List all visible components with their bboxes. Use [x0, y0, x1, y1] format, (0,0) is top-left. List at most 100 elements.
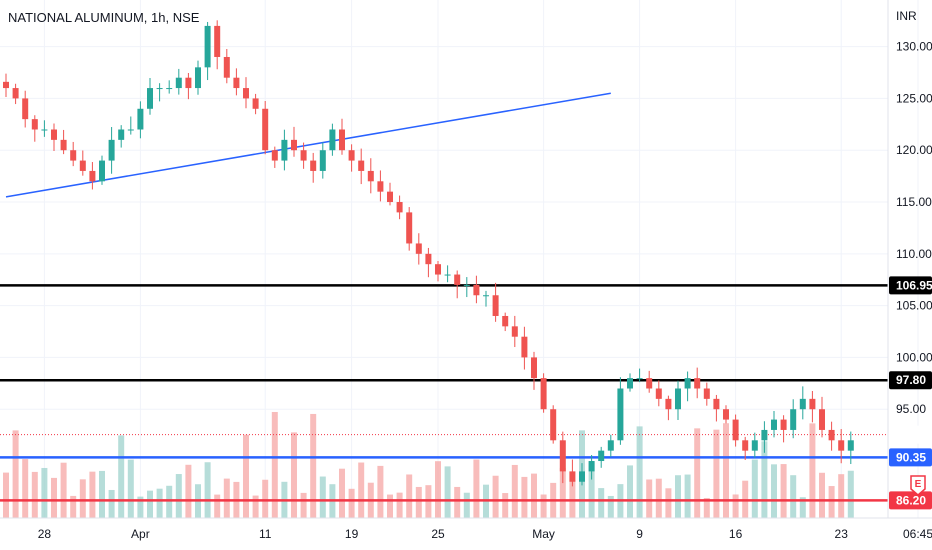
- volume-bar: [540, 494, 547, 518]
- candle-body: [367, 170, 374, 182]
- volume-bar: [415, 486, 422, 518]
- volume-bar: [166, 485, 173, 518]
- candle-body: [127, 129, 134, 131]
- time-tick-label: 23: [835, 527, 849, 541]
- volume-bar: [819, 472, 825, 518]
- candle-body: [406, 212, 413, 244]
- candle-body: [204, 25, 211, 68]
- volume-bar: [319, 476, 326, 518]
- candle-body: [598, 450, 605, 462]
- currency-label: INR: [896, 9, 917, 23]
- price-tick-label: 120.00: [896, 143, 932, 157]
- earnings-label: E: [915, 479, 922, 490]
- volume-bar: [732, 494, 739, 518]
- volume-bar: [531, 473, 537, 518]
- candle-body: [300, 150, 307, 161]
- volume-bar: [22, 459, 29, 518]
- volume-bar: [444, 466, 451, 518]
- volume-bar: [70, 495, 77, 518]
- candle-body: [31, 119, 38, 130]
- volume-bar: [569, 480, 576, 518]
- candle-body: [473, 284, 480, 296]
- trendline-segment[interactable]: [5, 92, 611, 198]
- candle-body: [636, 378, 643, 380]
- volume-bar: [252, 495, 259, 518]
- candle-body: [89, 170, 96, 182]
- horizontal-levels[interactable]: [0, 284, 888, 502]
- price-tick-label: 125.00: [896, 91, 932, 105]
- candle-body: [348, 150, 355, 161]
- price-badges: 106.95 97.80 90.35 86.20 92.55: [889, 276, 932, 510]
- price-badge: [889, 425, 932, 444]
- volume-bar: [310, 413, 317, 518]
- price-badge: [889, 276, 932, 295]
- candle-body: [790, 409, 797, 430]
- candle-body: [569, 471, 576, 482]
- candle-body: [579, 471, 585, 482]
- time-tick-label: 06:45: [903, 527, 932, 541]
- volume-bar: [473, 459, 480, 518]
- candle-body: [828, 429, 835, 441]
- candle-body: [713, 398, 720, 410]
- candle-body: [454, 274, 461, 285]
- volume-bar: [12, 430, 19, 518]
- candle-body: [51, 129, 57, 140]
- volume-bar: [713, 429, 720, 518]
- candle-body: [607, 440, 614, 451]
- candle-body: [732, 419, 739, 441]
- candle-body: [175, 77, 182, 89]
- candle-body: [819, 409, 825, 430]
- volume-bar: [809, 423, 816, 518]
- volume-bar: [751, 459, 758, 518]
- volume-bar: [492, 475, 499, 518]
- trendline[interactable]: [5, 92, 611, 198]
- volume-bar: [838, 474, 845, 518]
- volume-bar: [339, 468, 345, 518]
- volume-bar: [435, 461, 441, 518]
- volume-bar: [147, 490, 153, 518]
- candle-body: [99, 160, 105, 182]
- volume-bar: [502, 493, 509, 518]
- volume-bar: [406, 474, 413, 518]
- volume-bar: [185, 464, 192, 518]
- volume-bar: [828, 486, 835, 518]
- volume-bar: [655, 478, 662, 518]
- candle-body: [684, 378, 691, 389]
- volume-bar: [175, 474, 182, 518]
- candle-body: [780, 419, 787, 430]
- candle-body: [329, 129, 336, 151]
- price-axis[interactable]: 130.00 125.00 120.00 115.00 110.00 105.00 100.…: [896, 40, 932, 417]
- candle-body: [521, 336, 528, 358]
- candle-body: [310, 160, 317, 171]
- volume-bar: [627, 465, 633, 518]
- candle-body: [838, 440, 845, 451]
- candle-body: [723, 409, 729, 420]
- price-tick-label: 110.00: [896, 247, 932, 261]
- earnings-marker[interactable]: E: [910, 475, 926, 496]
- volume-bar: [118, 435, 125, 518]
- volume-bar: [79, 479, 86, 518]
- candle-body: [751, 440, 758, 451]
- candle-body: [137, 108, 144, 130]
- candle-body: [147, 88, 153, 109]
- volume-bar: [51, 477, 57, 518]
- volume-bar: [348, 488, 355, 518]
- volume-bar: [99, 470, 105, 518]
- volume-bar: [204, 462, 211, 518]
- earnings-icon[interactable]: [910, 475, 926, 496]
- candle-body: [655, 388, 662, 399]
- volume-bar: [223, 478, 230, 518]
- candle-body: [70, 150, 77, 161]
- candle-body: [108, 139, 115, 161]
- volume-bar: [598, 488, 605, 518]
- candle-body: [675, 388, 681, 410]
- candle-body: [291, 139, 297, 151]
- candle-body: [492, 295, 499, 316]
- candle-body: [444, 274, 451, 276]
- candle-body: [12, 88, 19, 99]
- time-tick-label: 19: [345, 527, 359, 541]
- candle-body: [118, 129, 125, 140]
